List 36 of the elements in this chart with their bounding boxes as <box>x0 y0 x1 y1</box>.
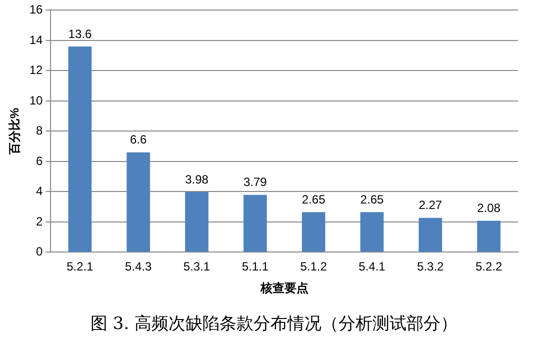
y-tick-label: 8 <box>36 124 44 138</box>
data-label: 6.6 <box>130 132 148 147</box>
bar <box>477 220 500 252</box>
x-tick-label: 5.1.2 <box>300 260 328 274</box>
x-tick-label: 5.4.1 <box>358 260 386 274</box>
y-tick-label: 4 <box>36 184 44 198</box>
bar <box>68 46 92 252</box>
y-tick-label: 10 <box>29 93 44 108</box>
x-tick-label: 5.3.1 <box>183 260 210 274</box>
x-tick-label: 5.2.2 <box>475 260 502 274</box>
bar <box>243 194 267 252</box>
bar <box>126 152 150 252</box>
y-tick-label: 16 <box>29 2 44 17</box>
x-tick-label: 5.2.1 <box>66 260 94 274</box>
y-tick-label: 2 <box>36 214 44 228</box>
data-label: 2.27 <box>418 198 442 212</box>
bar <box>418 218 442 252</box>
data-label: 2.08 <box>477 201 501 216</box>
bar <box>185 192 208 252</box>
bar <box>360 212 384 252</box>
x-axis-title: 核查要点 <box>259 281 308 296</box>
x-tick-label: 5.3.2 <box>417 260 444 274</box>
bar <box>302 212 326 252</box>
y-tick-label: 0 <box>36 244 44 259</box>
data-label: 13.6 <box>68 26 92 41</box>
data-label: 3.98 <box>185 172 209 186</box>
data-label: 3.79 <box>243 175 268 190</box>
y-tick-label: 12 <box>29 63 44 78</box>
y-tick-label: 6 <box>36 154 44 168</box>
x-tick-label: 5.1.1 <box>242 260 269 274</box>
data-label: 2.65 <box>302 192 326 206</box>
x-tick-label: 5.4.3 <box>125 260 152 274</box>
y-tick-label: 14 <box>29 32 44 47</box>
caption: 图 3. 高频次缺陷条款分布情况（分析测试部分） <box>89 313 459 335</box>
data-label: 2.65 <box>360 192 384 206</box>
y-axis-title: 百分比% <box>8 108 22 156</box>
